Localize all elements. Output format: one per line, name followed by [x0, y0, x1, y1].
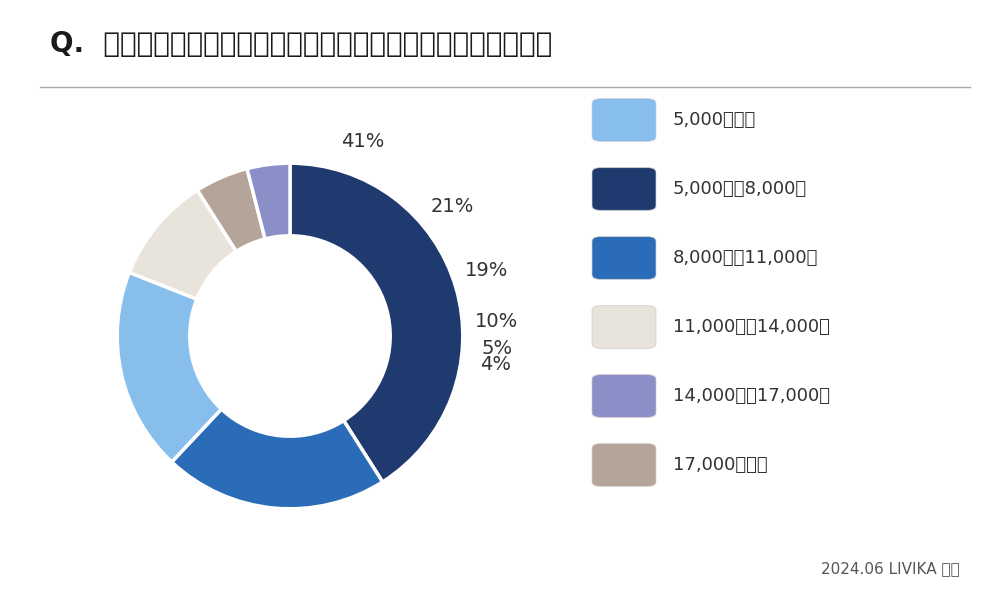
Text: 10%: 10% — [475, 312, 518, 331]
Text: 41%: 41% — [341, 132, 384, 151]
Text: 19%: 19% — [465, 261, 508, 280]
Wedge shape — [247, 163, 290, 239]
Wedge shape — [197, 169, 265, 251]
Text: 2024.06 LIVIKA 調査: 2024.06 LIVIKA 調査 — [821, 561, 960, 576]
Wedge shape — [172, 409, 383, 509]
Circle shape — [190, 236, 390, 436]
Text: 21%: 21% — [431, 197, 474, 217]
Wedge shape — [290, 163, 463, 482]
Text: 5%: 5% — [481, 339, 513, 358]
Text: 14,000円〜17,000円: 14,000円〜17,000円 — [673, 387, 830, 405]
Text: 5,000円〜8,000円: 5,000円〜8,000円 — [673, 180, 807, 198]
Text: 8,000円〜11,000円: 8,000円〜11,000円 — [673, 249, 818, 267]
Text: 4%: 4% — [480, 355, 511, 374]
Text: 11,000円〜14,000円: 11,000円〜14,000円 — [673, 318, 830, 336]
Text: Q.  一年間を通して二人暮らしの平均電気代はどのくらいですか: Q. 一年間を通して二人暮らしの平均電気代はどのくらいですか — [50, 30, 552, 58]
Wedge shape — [117, 272, 221, 462]
Wedge shape — [129, 190, 236, 299]
Text: 5,000円以下: 5,000円以下 — [673, 111, 756, 129]
Text: 17,000円以上: 17,000円以上 — [673, 456, 768, 474]
